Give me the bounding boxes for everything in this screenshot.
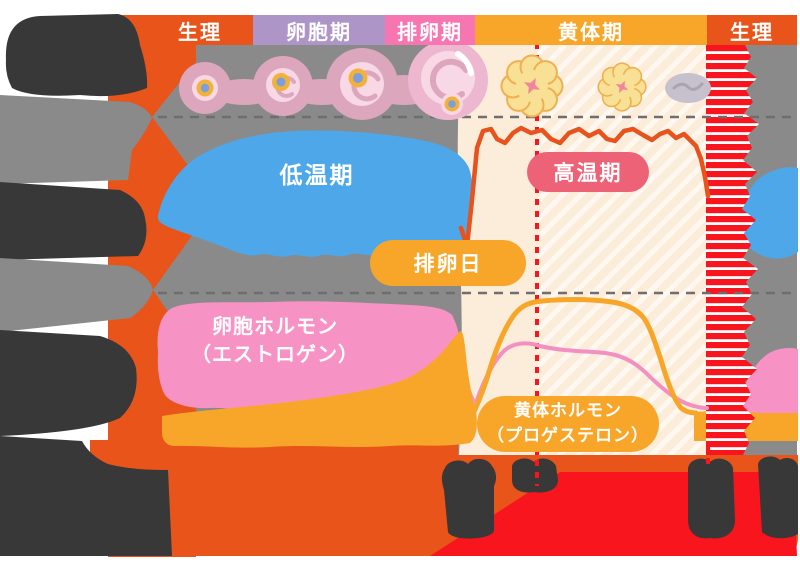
next-cycle-low-temp-blob bbox=[740, 167, 798, 259]
estrogen-curve bbox=[474, 341, 709, 410]
menstrual-flow-stripes bbox=[706, 45, 759, 455]
corpus-luteum-small-icon bbox=[597, 62, 647, 112]
phase-menstruation-2: 生理 bbox=[707, 15, 797, 45]
progesterone-badge: 黄体ホルモン （プロゲステロン） bbox=[477, 396, 659, 452]
follicle-growth-illustration bbox=[179, 40, 488, 120]
phase-luteal: 黄体期 bbox=[475, 15, 707, 45]
low-temp-blob bbox=[157, 130, 473, 257]
next-cycle-estrogen-blob bbox=[737, 348, 798, 413]
ovulation-egg-illustration bbox=[408, 40, 488, 120]
progesterone-label-line1: 黄体ホルモン bbox=[514, 401, 622, 422]
temperature-line bbox=[458, 125, 711, 249]
low-temp-label: 低温期 bbox=[279, 163, 355, 189]
ovulation-day-badge: 排卵日 bbox=[370, 240, 526, 286]
left-redacted-labels bbox=[0, 14, 172, 556]
phase-menstruation-1: 生理 bbox=[147, 15, 253, 45]
estrogen-label: 卵胞ホルモン （エストロゲン） bbox=[175, 312, 375, 368]
corpus-luteum-icon bbox=[500, 54, 564, 118]
bottom-redacted-blobs bbox=[441, 456, 798, 539]
high-temp-badge: 高温期 bbox=[527, 152, 649, 192]
phase-ovulation: 排卵期 bbox=[385, 15, 475, 45]
progesterone-curve bbox=[467, 297, 699, 423]
progesterone-band bbox=[162, 331, 477, 448]
estrogen-label-line1: 卵胞ホルモン bbox=[212, 314, 338, 338]
corpus-albicans-icon bbox=[665, 73, 711, 103]
estrogen-label-line2: （エストロゲン） bbox=[191, 342, 359, 366]
phase-follicular: 卵胞期 bbox=[253, 15, 385, 45]
progesterone-label-line2: （プロゲステロン） bbox=[487, 426, 649, 446]
